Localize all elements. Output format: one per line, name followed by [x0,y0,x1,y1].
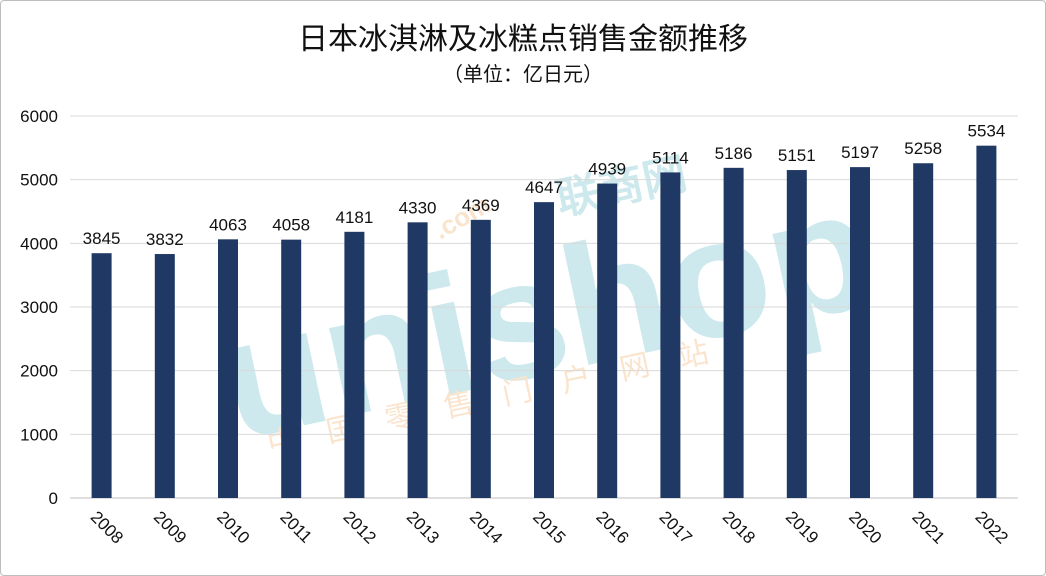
y-tick-label: 2000 [20,362,58,381]
data-label: 5186 [715,144,753,163]
bar [218,239,238,498]
data-label: 4063 [209,215,247,234]
bar [723,167,744,499]
bar [281,239,302,498]
data-label: 5258 [904,139,942,158]
x-tick-label: 2020 [845,507,885,547]
x-tick-label: 2014 [466,507,506,547]
data-label: 4369 [462,196,500,215]
y-tick-label: 4000 [20,234,58,253]
x-tick-label: 2012 [340,507,380,547]
data-label: 4181 [335,208,373,227]
chart-title: 日本冰淇淋及冰糕点销售金额推移 [298,22,748,57]
x-tick-label: 2019 [782,507,822,547]
y-tick-label: 6000 [20,107,58,126]
data-label: 5151 [778,146,816,165]
y-tick-label: 3000 [20,298,58,317]
data-label: 4330 [399,198,437,217]
bar [976,145,997,498]
x-tick-label: 2017 [656,507,696,547]
data-label: 3832 [146,230,184,249]
data-label: 5534 [967,122,1005,141]
data-label: 4058 [272,216,310,235]
x-tick-label: 2011 [276,507,315,546]
chart-subtitle: （单位：亿日元） [443,62,603,86]
x-tick-label: 2021 [908,507,948,547]
data-label: 5114 [652,148,689,167]
bar [470,219,491,498]
bar [786,170,807,499]
x-tick-label: 2018 [719,507,759,547]
bar [850,167,870,498]
y-tick-label: 0 [49,489,58,508]
bar [407,222,428,498]
bar [154,254,175,498]
y-tick-label: 1000 [20,425,58,444]
x-tick-label: 2015 [529,507,569,547]
bar [913,163,934,498]
x-tick-label: 2009 [150,507,190,547]
x-tick-label: 2022 [972,507,1012,547]
bar [597,183,618,498]
x-tick-label: 2016 [592,507,632,547]
data-label: 4647 [525,178,563,197]
x-tick-label: 2013 [403,507,443,547]
bar [660,172,681,498]
x-tick-label: 2008 [87,507,127,547]
bar [534,202,554,499]
y-tick-label: 5000 [20,171,58,190]
data-label: 4939 [588,160,626,179]
data-label: 3845 [83,229,121,248]
bar [91,253,112,498]
bar [344,231,365,498]
data-label: 5197 [841,143,879,162]
x-tick-label: 2010 [213,507,253,547]
